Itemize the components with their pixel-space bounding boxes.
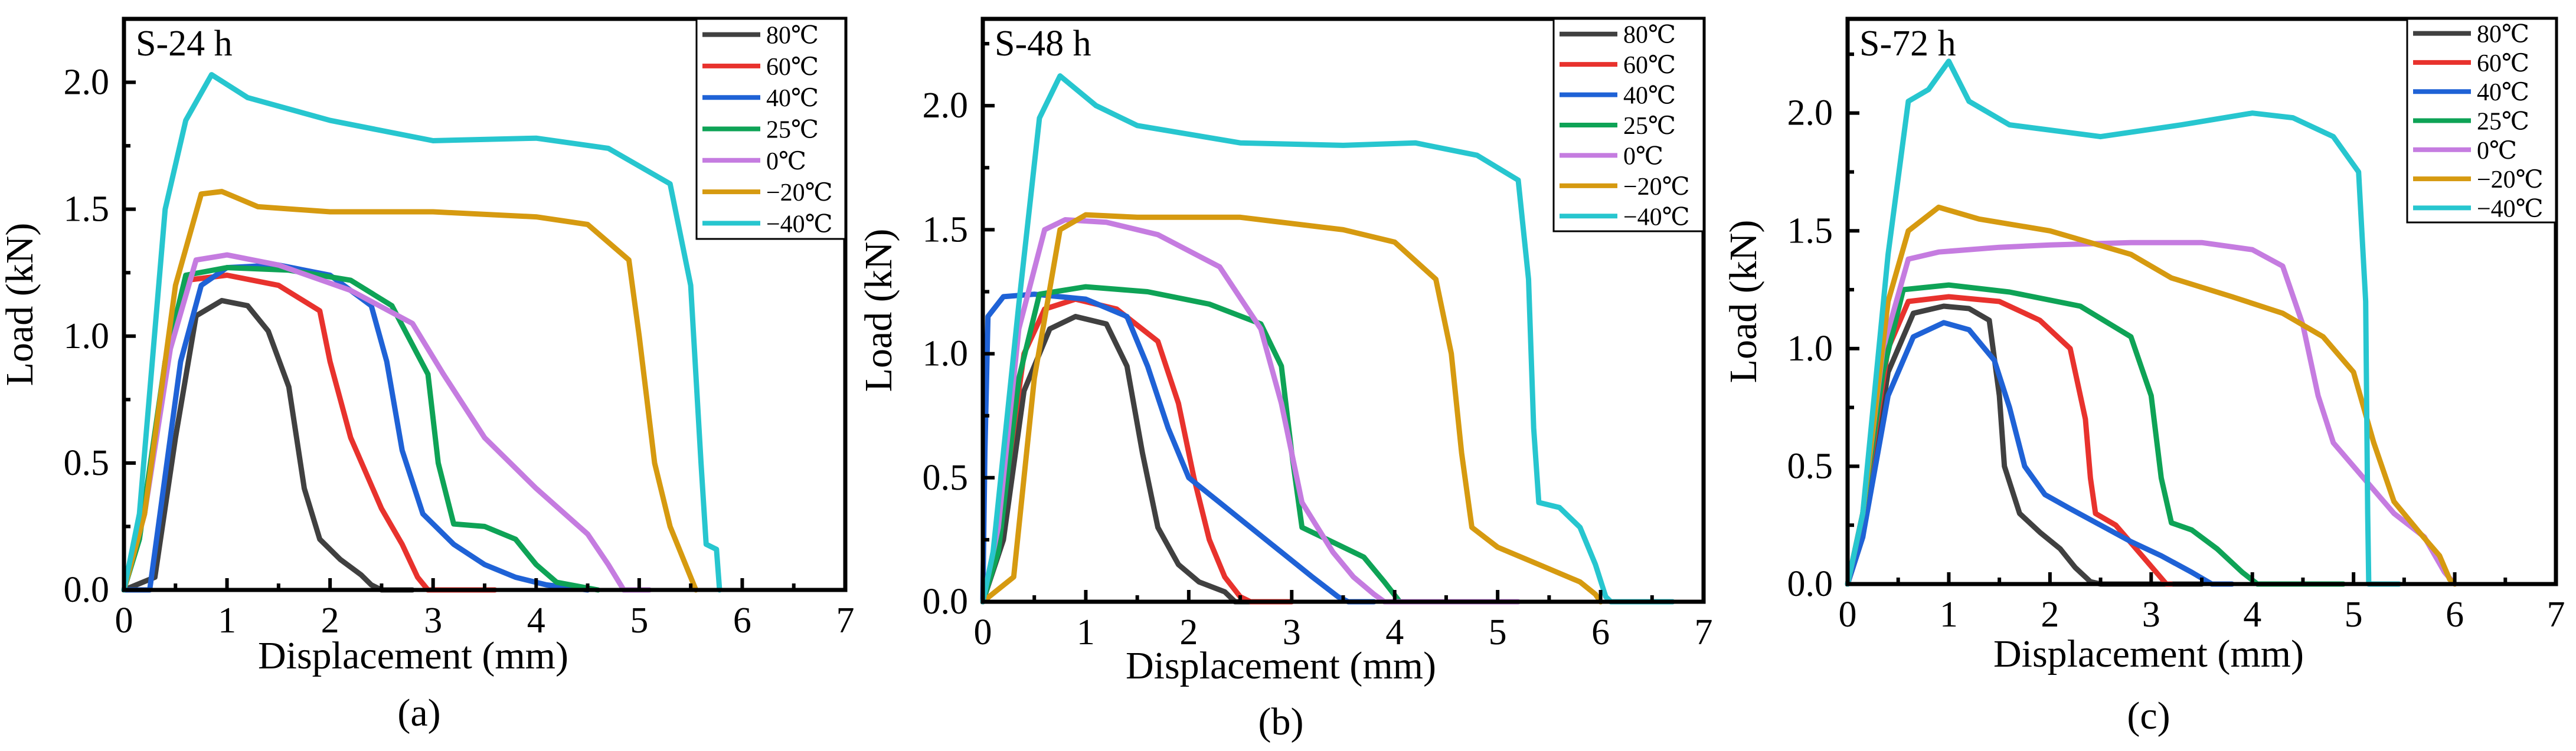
x-tick-label: 5 — [2345, 595, 2363, 635]
legend-label-80: 80℃ — [1623, 22, 1676, 49]
x-tick-label: 6 — [1591, 612, 1610, 652]
series-line-25 — [121, 265, 601, 593]
legend-label-60: 60℃ — [1623, 52, 1676, 79]
y-tick-label: 1.0 — [923, 334, 969, 374]
legend-label-0: 0℃ — [1623, 143, 1663, 170]
panel-caption: (c) — [2127, 694, 2170, 737]
x-tick-label: 4 — [1385, 612, 1404, 652]
legend-label-m40: −40℃ — [2477, 195, 2544, 222]
x-tick-label: 4 — [527, 601, 545, 641]
y-tick-label: 0.0 — [923, 582, 969, 622]
y-axis-label: Load (kN) — [857, 229, 900, 392]
panel-caption: (b) — [1258, 700, 1304, 743]
x-tick-label: 6 — [733, 601, 751, 641]
y-tick-label: 1.5 — [64, 189, 110, 229]
series-line-0 — [121, 252, 652, 593]
y-tick-label: 1.0 — [1787, 329, 1833, 369]
x-tick-label: 1 — [1077, 612, 1095, 652]
x-axis-label: Displacement (mm) — [258, 634, 568, 677]
x-tick-label: 3 — [1283, 612, 1301, 652]
legend-label-0: 0℃ — [2477, 137, 2517, 165]
x-tick-label: 7 — [2547, 595, 2565, 635]
series-line-m40 — [1845, 58, 2402, 587]
y-tick-label: 2.0 — [64, 63, 110, 103]
y-axis-label: Load (kN) — [1722, 220, 1765, 383]
y-tick-label: 1.5 — [923, 209, 969, 250]
y-tick-label: 0.0 — [1787, 564, 1833, 604]
y-axis-label: Load (kN) — [0, 223, 41, 386]
y-tick-label: 1.5 — [1787, 211, 1833, 251]
legend-label-60: 60℃ — [2477, 50, 2529, 77]
legend-label-0: 0℃ — [766, 148, 806, 175]
series-line-80 — [121, 298, 416, 593]
x-tick-label: 0 — [1839, 595, 1857, 635]
y-tick-label: 2.0 — [923, 86, 969, 126]
panel-title: S-48 h — [995, 24, 1091, 64]
series-line-40 — [980, 291, 1377, 605]
legend-label-25: 25℃ — [1623, 113, 1676, 140]
legend-label-80: 80℃ — [766, 22, 819, 50]
series-line-m20 — [980, 212, 1604, 605]
legend-label-m20: −20℃ — [1623, 173, 1690, 201]
series-line-60 — [1845, 294, 2175, 587]
legend-label-40: 40℃ — [1623, 83, 1676, 110]
panel-b: 0 1 2 3 4 5 6 7 0.0 0.5 1.0 1.5 2.0 Displacement (mm)… — [857, 17, 1713, 743]
legend-label-25: 25℃ — [766, 117, 819, 144]
series-line-0 — [980, 217, 1521, 605]
x-tick-label: 3 — [424, 601, 442, 641]
legend-label-m40: −40℃ — [1623, 204, 1690, 231]
x-tick-label: 4 — [2243, 595, 2261, 635]
x-tick-label: 1 — [218, 601, 236, 641]
y-tick-label: 0.0 — [64, 570, 110, 610]
series-line-25 — [980, 284, 1428, 605]
panel-caption: (a) — [397, 691, 440, 734]
legend-label-60: 60℃ — [766, 54, 819, 81]
x-tick-label: 3 — [2142, 595, 2160, 635]
legend-label-m40: −40℃ — [766, 211, 833, 238]
x-tick-label: 0 — [115, 601, 133, 641]
y-tick-label: 2.0 — [1787, 93, 1833, 133]
series-line-m40 — [121, 72, 723, 593]
x-axis-label: Displacement (mm) — [1993, 632, 2304, 675]
series-line-25 — [1845, 282, 2346, 587]
panel-title: S-24 h — [136, 24, 233, 64]
legend-label-m20: −20℃ — [2477, 166, 2544, 194]
series-line-m20 — [121, 189, 699, 593]
panel-title: S-72 h — [1859, 24, 1956, 64]
x-axis-label: Displacement (mm) — [1126, 644, 1436, 687]
x-tick-label: 0 — [974, 612, 992, 652]
y-tick-label: 0.5 — [64, 443, 110, 483]
x-tick-label: 1 — [1940, 595, 1958, 635]
x-tick-label: 5 — [1489, 612, 1507, 652]
x-tick-label: 7 — [1695, 612, 1713, 652]
legend-label-m20: −20℃ — [766, 179, 833, 206]
series-line-80 — [1845, 303, 2205, 587]
series-line-0 — [1845, 240, 2458, 587]
series-line-m40 — [980, 73, 1676, 605]
y-tick-label: 0.5 — [1787, 446, 1833, 486]
x-tick-label: 2 — [1179, 612, 1198, 652]
legend: 80℃ 60℃ 40℃ 25℃ 0℃ −20℃ −40℃ — [1552, 18, 1705, 232]
y-tick-label: 1.0 — [64, 316, 110, 356]
panel-a: 0 1 2 3 4 5 6 7 0.0 0.5 1.0 1.5 2.0 Displacement (mm)… — [0, 17, 855, 734]
series-line-40 — [1845, 320, 2235, 587]
legend-label-25: 25℃ — [2477, 109, 2529, 136]
y-tick-label: 0.5 — [923, 458, 969, 498]
x-tick-label: 2 — [321, 601, 339, 641]
x-tick-label: 5 — [630, 601, 648, 641]
x-tick-label: 7 — [836, 601, 855, 641]
x-tick-label: 6 — [2446, 595, 2464, 635]
legend-label-40: 40℃ — [766, 85, 819, 112]
legend-label-40: 40℃ — [2477, 79, 2529, 106]
x-tick-label: 2 — [2041, 595, 2059, 635]
panel-c: 0 1 2 3 4 5 6 7 0.0 0.5 1.0 1.5 2.0 Displacement (mm)… — [1722, 17, 2565, 737]
legend-label-80: 80℃ — [2477, 21, 2529, 48]
legend: 80℃ 60℃ 40℃ 25℃ 0℃ −20℃ −40℃ — [695, 18, 846, 240]
series-line-m20 — [1845, 204, 2458, 587]
series-line-40 — [121, 262, 591, 593]
series-line-80 — [980, 314, 1264, 605]
legend: 80℃60℃40℃ 25℃0℃−20℃−40℃ — [2406, 18, 2557, 224]
